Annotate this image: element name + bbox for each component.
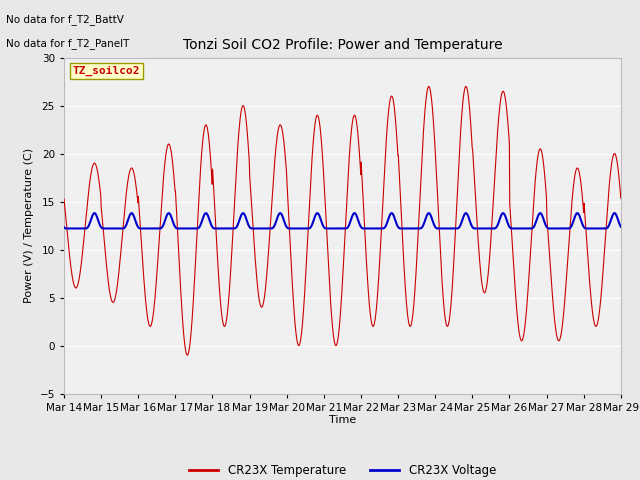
Text: No data for f_T2_PanelT: No data for f_T2_PanelT xyxy=(6,38,130,49)
Y-axis label: Power (V) / Temperature (C): Power (V) / Temperature (C) xyxy=(24,148,34,303)
Title: Tonzi Soil CO2 Profile: Power and Temperature: Tonzi Soil CO2 Profile: Power and Temper… xyxy=(182,38,502,52)
Text: No data for f_T2_BattV: No data for f_T2_BattV xyxy=(6,14,124,25)
Text: TZ_soilco2: TZ_soilco2 xyxy=(72,66,140,76)
Legend: CR23X Temperature, CR23X Voltage: CR23X Temperature, CR23X Voltage xyxy=(184,459,500,480)
X-axis label: Time: Time xyxy=(329,415,356,425)
